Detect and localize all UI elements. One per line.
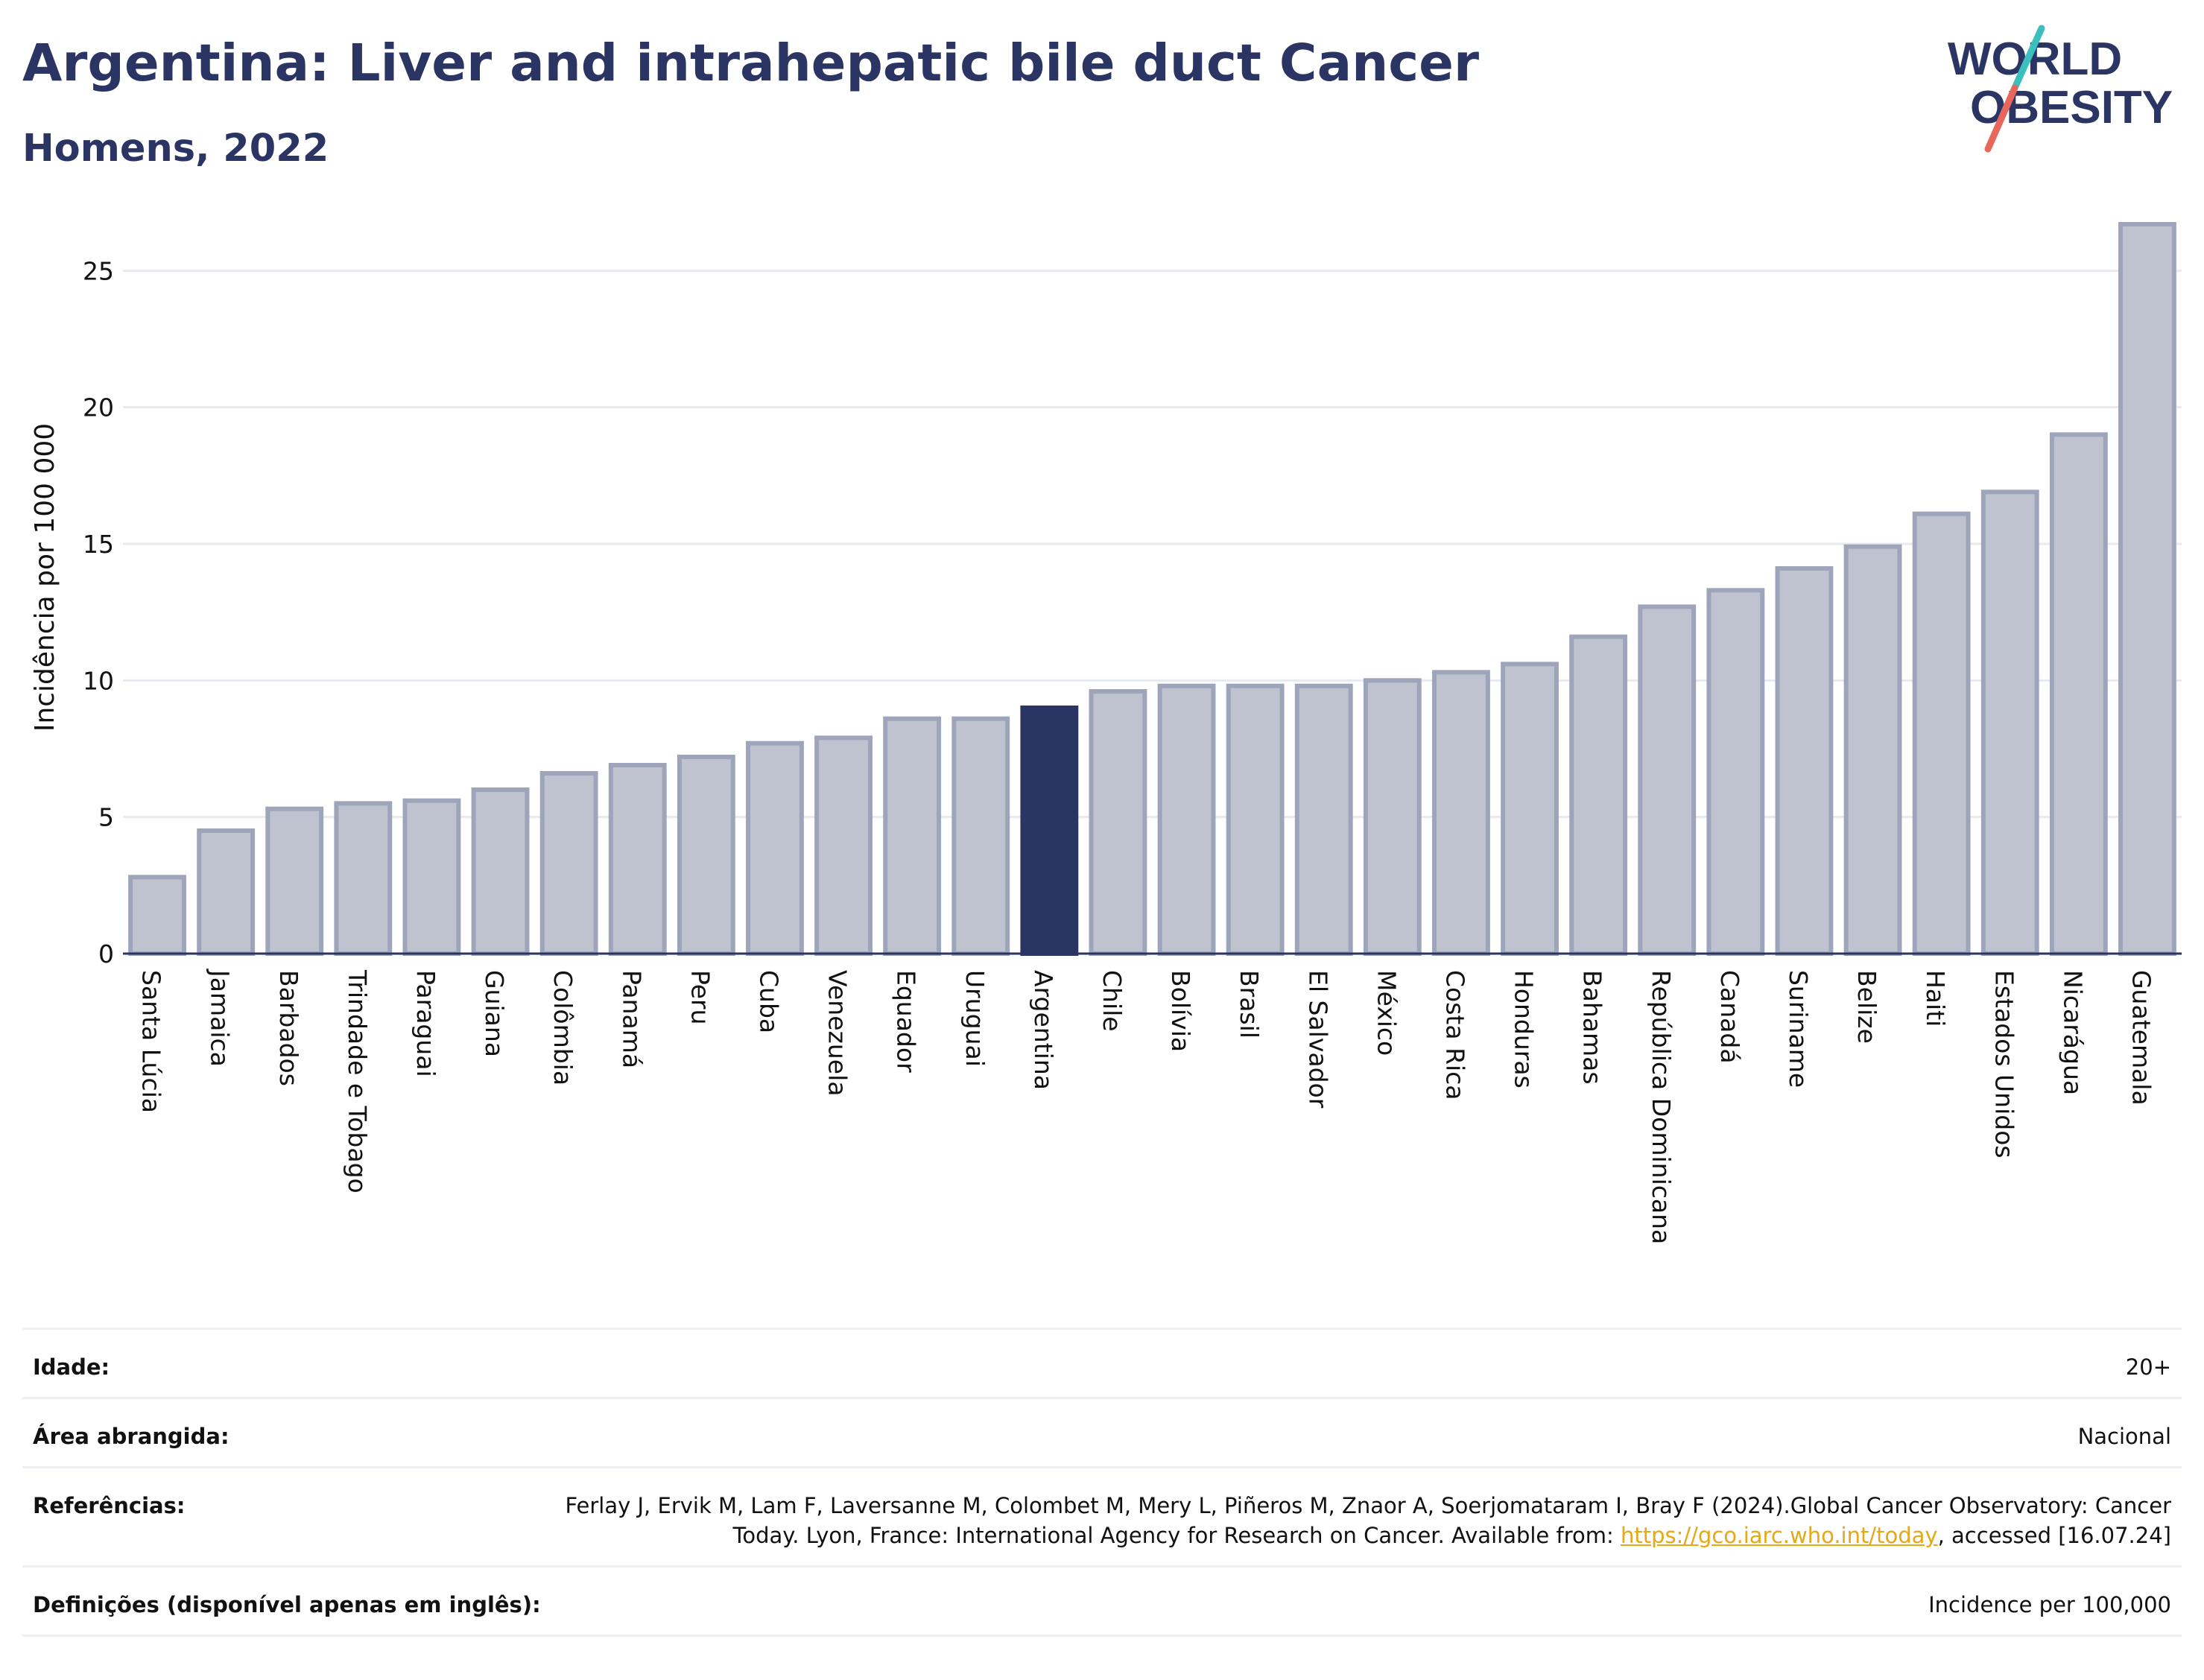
x-tick-label: Barbados	[274, 970, 303, 1086]
bar-bahamas	[1569, 634, 1628, 957]
bar-peru	[677, 755, 735, 956]
y-tick-label: 5	[98, 803, 114, 832]
bar-haiti	[1912, 511, 1971, 956]
x-tick-label: Equador	[892, 970, 921, 1073]
x-tick-label: Canadá	[1715, 970, 1744, 1064]
x-tick-label: República Dominicana	[1647, 970, 1676, 1244]
world-obesity-logo: WORLD OBESITY	[1948, 25, 2173, 153]
y-tick-label: 0	[98, 939, 114, 969]
bar-trindade-e-tobago	[334, 801, 393, 957]
bar-estados-unidos	[1980, 489, 2039, 956]
x-tick-label: Panamá	[617, 970, 646, 1068]
x-tick-label: Guatemala	[2127, 970, 2156, 1106]
x-tick-label: Jamaica	[206, 969, 235, 1067]
references-value: Ferlay J, Ervik M, Lam F, Laversanne M, …	[532, 1491, 2171, 1550]
y-axis-title: Incidência por 100 000	[30, 423, 60, 732]
chart-title: Argentina: Liver and intrahepatic bile d…	[22, 34, 1479, 93]
x-tick-label: Bolívia	[1166, 970, 1195, 1052]
x-tick-label: Bahamas	[1578, 970, 1607, 1085]
x-tick-label: Santa Lúcia	[137, 970, 166, 1113]
bar-brasil	[1226, 683, 1285, 957]
y-tick-label: 15	[83, 530, 114, 559]
x-axis-ticks: Santa Lúcia Jamaica Barbados Trindade e Tob…	[137, 969, 2156, 1244]
x-tick-label: México	[1372, 970, 1401, 1056]
bar-jamaica	[197, 828, 256, 956]
bar-paraguai	[402, 798, 461, 956]
bar-m-xico	[1363, 678, 1422, 956]
definitions-label: Definições (disponível apenas em inglês)…	[33, 1592, 541, 1617]
logo-slash-top	[2011, 25, 2045, 92]
bar-el-salvador	[1294, 683, 1353, 957]
bar-suriname	[1775, 566, 1834, 956]
bar-uruguai	[951, 716, 1010, 957]
y-tick-label: 10	[83, 666, 114, 695]
x-tick-label: Brasil	[1235, 970, 1264, 1039]
x-tick-label: Peru	[685, 970, 715, 1025]
x-tick-label: Colômbia	[548, 970, 577, 1085]
x-tick-label: Trindade e Tobago	[343, 969, 372, 1194]
area-label: Área abrangida:	[33, 1424, 229, 1449]
bar-honduras	[1501, 662, 1559, 956]
bar-costa-rica	[1432, 670, 1490, 956]
x-tick-label: Haiti	[1921, 970, 1950, 1027]
x-tick-label: Cuba	[754, 970, 783, 1033]
x-tick-label: Costa Rica	[1440, 970, 1469, 1100]
y-tick-label: 20	[83, 393, 114, 422]
x-tick-label: Venezuela	[823, 970, 852, 1096]
bar-equador	[883, 716, 942, 957]
metadata-table: Idade: 20+ Área abrangida: Nacional Refe…	[22, 1328, 2182, 1637]
meta-row-age: Idade: 20+	[22, 1328, 2182, 1397]
x-tick-label: Suriname	[1784, 970, 1813, 1088]
bar-santa-l-cia	[128, 875, 186, 957]
bars	[128, 222, 2176, 957]
x-tick-label: Belize	[1852, 970, 1881, 1044]
bar-chile	[1089, 689, 1147, 956]
chart-subtitle: Homens, 2022	[22, 127, 329, 171]
age-value: 20+	[2125, 1354, 2171, 1380]
y-tick-label: 25	[83, 256, 114, 285]
bar-canad-	[1706, 588, 1765, 956]
x-tick-label: Honduras	[1510, 970, 1539, 1088]
x-tick-label: Uruguai	[960, 970, 989, 1067]
x-tick-label: Guiana	[480, 970, 509, 1057]
bar-rep-blica-dominicana	[1638, 604, 1697, 956]
bar-col-mbia	[539, 771, 598, 956]
bar-nicar-gua	[2049, 432, 2108, 956]
grid-lines	[123, 269, 2182, 819]
area-value: Nacional	[2077, 1424, 2171, 1449]
x-tick-label: Estados Unidos	[1989, 970, 2018, 1158]
bar-barbados	[265, 806, 324, 956]
y-axis-ticks: 0 5 10 15 20 25	[83, 256, 114, 969]
bar-cuba	[746, 741, 804, 957]
bar-argentina	[1020, 706, 1079, 956]
logo-slash-bottom	[1984, 84, 2018, 153]
x-tick-label: Paraguai	[411, 970, 440, 1077]
bar-guatemala	[2118, 222, 2176, 956]
references-link[interactable]: https://gco.iarc.who.int/today	[1620, 1523, 1938, 1548]
x-tick-label: Nicarágua	[2058, 970, 2087, 1095]
references-text-1: Ferlay J, Ervik M, Lam F, Laversanne M, …	[565, 1493, 2171, 1548]
bar-bol-via	[1157, 683, 1216, 957]
bar-guiana	[471, 787, 530, 956]
meta-row-references: Referências: Ferlay J, Ervik M, Lam F, L…	[22, 1466, 2182, 1565]
references-text-2: , accessed [16.07.24]	[1937, 1523, 2171, 1548]
definitions-value: Incidence per 100,000	[1928, 1592, 2171, 1617]
bar-chart: 0 5 10 15 20 25 Santa Lúcia Jamaica Barbados Tri…	[30, 222, 2182, 1244]
age-label: Idade:	[33, 1354, 110, 1380]
bar-panam-	[608, 763, 667, 956]
x-tick-label: El Salvador	[1303, 970, 1332, 1109]
bar-venezuela	[814, 735, 873, 956]
bar-belize	[1843, 544, 1902, 956]
meta-row-definitions: Definições (disponível apenas em inglês)…	[22, 1565, 2182, 1637]
references-label: Referências:	[33, 1493, 186, 1518]
meta-row-area: Área abrangida: Nacional	[22, 1397, 2182, 1466]
x-tick-label: Chile	[1098, 970, 1127, 1032]
x-tick-label: Argentina	[1029, 970, 1058, 1090]
